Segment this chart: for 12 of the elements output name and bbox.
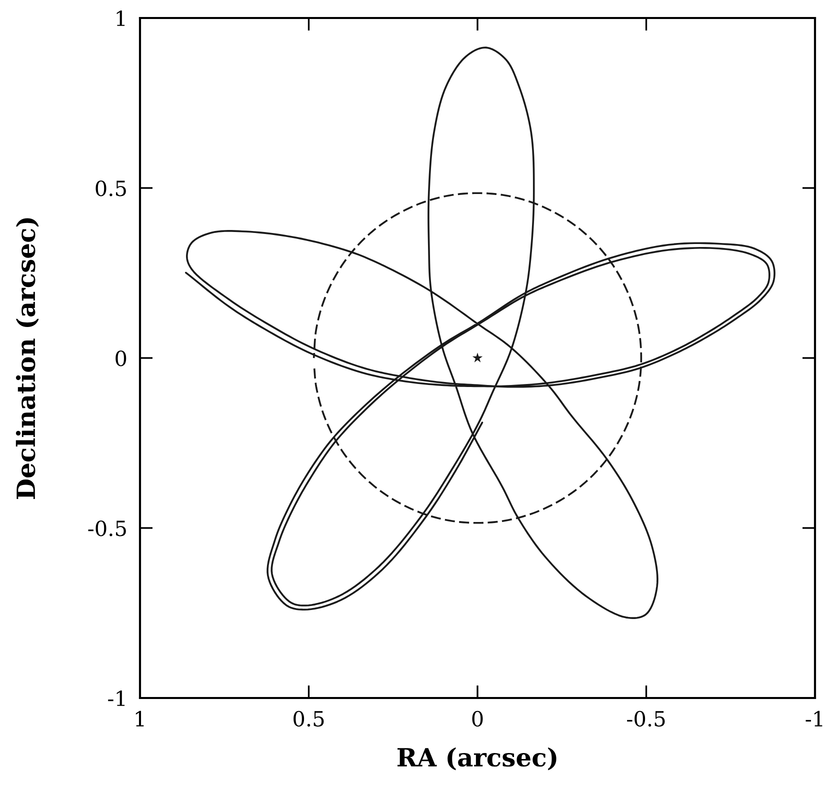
y-tick-label: 0.5 [96, 180, 126, 196]
y-tick-label: 0 [116, 350, 126, 366]
y-axis-title: Declination (arcsec) [16, 218, 39, 499]
x-tick-label: -1 [806, 710, 822, 726]
y-tick-label: -0.5 [88, 520, 126, 536]
x-tick-label: 1 [136, 710, 144, 726]
x-tick-label: 0 [472, 710, 483, 727]
x-axis-title: RA (arcsec) [398, 747, 556, 770]
y-tick-label: -1 [108, 690, 125, 706]
x-tick-label: 0.5 [294, 710, 324, 727]
y-tick-label: 1 [116, 10, 125, 26]
x-tick-label: -0.5 [627, 710, 665, 727]
